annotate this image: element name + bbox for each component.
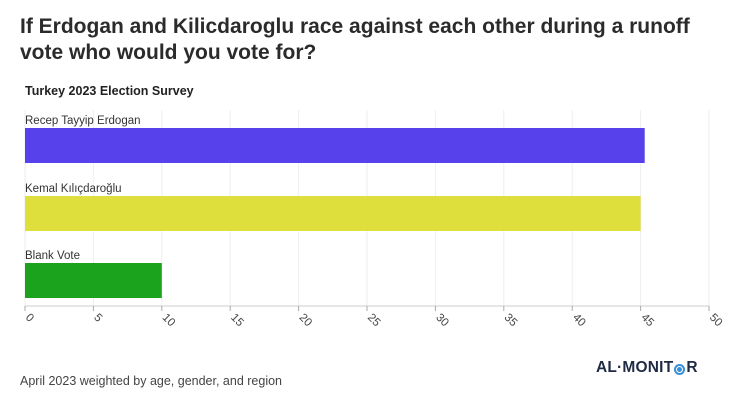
x-tick-label-25: 25 [365,312,383,330]
category-label-1: Kemal Kılıçdaroğlu [25,183,122,195]
x-tick-label-0: 0 [23,312,36,325]
category-label-0: Recep Tayyip Erdogan [25,115,141,127]
x-tick-label-45: 45 [638,312,656,330]
x-tick-label-10: 10 [160,312,178,330]
bar-2 [25,263,162,298]
x-tick-label-20: 20 [296,312,314,330]
x-tick-label-15: 15 [228,312,246,330]
logo-text-left: AL·MONIT [596,359,674,376]
x-tick-label-50: 50 [707,312,725,330]
x-tick-label-35: 35 [502,312,520,330]
chart-title: If Erdogan and Kilicdaroglu race against… [20,15,690,64]
bar-0 [25,128,645,163]
category-label-2: Blank Vote [25,250,80,262]
bar-1 [25,196,641,231]
x-tick-label-5: 5 [91,312,104,325]
logo-text-right: R [686,359,698,376]
al-monitor-logo: AL·MONIT R [596,359,698,377]
globe-icon [674,363,686,375]
footnote: April 2023 weighted by age, gender, and … [20,374,282,388]
chart-subtitle: Turkey 2023 Election Survey [25,84,194,98]
x-tick-label-30: 30 [433,312,451,330]
x-tick-label-40: 40 [570,312,588,330]
